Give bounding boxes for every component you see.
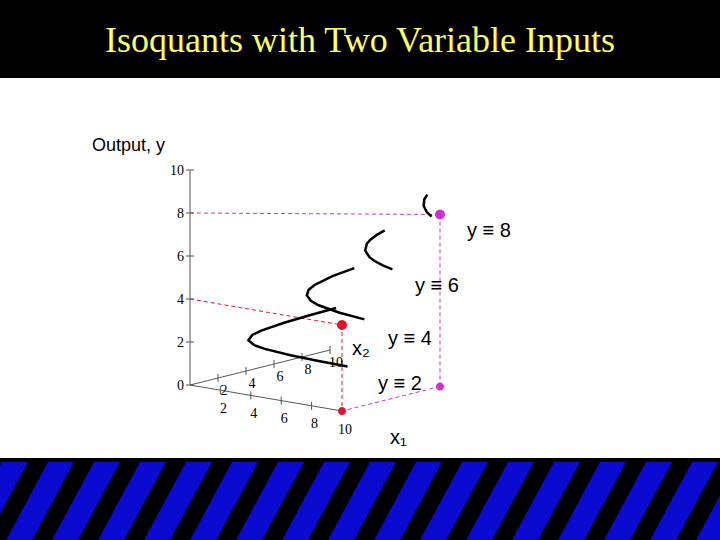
svg-text:6: 6 (177, 249, 184, 264)
svg-text:10: 10 (170, 163, 184, 178)
svg-text:x₂: x₂ (352, 337, 370, 359)
svg-text:4: 4 (250, 406, 257, 421)
svg-text:2: 2 (221, 383, 228, 398)
svg-text:y ≡ 8: y ≡ 8 (467, 219, 511, 241)
svg-text:4: 4 (177, 292, 184, 307)
svg-text:y ≡ 4: y ≡ 4 (388, 327, 432, 349)
svg-text:8: 8 (305, 362, 312, 377)
svg-text:6: 6 (277, 369, 284, 384)
svg-text:Isoquants with Two Variable In: Isoquants with Two Variable Inputs (105, 20, 615, 60)
svg-text:y ≡ 2: y ≡ 2 (378, 372, 422, 394)
svg-text:4: 4 (249, 376, 256, 391)
svg-text:2: 2 (220, 401, 227, 416)
svg-text:y ≡ 6: y ≡ 6 (415, 274, 459, 296)
svg-text:8: 8 (177, 206, 184, 221)
svg-text:8: 8 (311, 416, 318, 431)
svg-text:2: 2 (177, 335, 184, 350)
svg-text:6: 6 (281, 411, 288, 426)
svg-text:Output, y: Output, y (92, 135, 165, 155)
svg-text:0: 0 (177, 378, 184, 393)
svg-text:10: 10 (338, 422, 352, 437)
svg-text:10: 10 (329, 355, 343, 370)
svg-text:x₁: x₁ (390, 426, 407, 448)
